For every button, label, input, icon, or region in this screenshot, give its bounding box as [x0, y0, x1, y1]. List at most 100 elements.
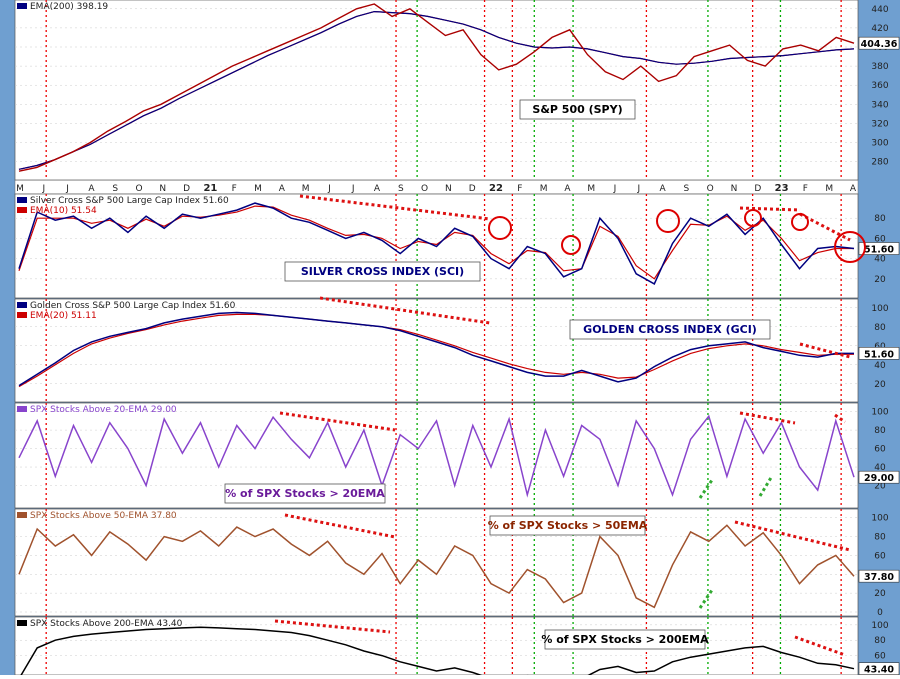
y-tick-label: 20 — [874, 380, 886, 390]
y-tick-label: 280 — [871, 158, 888, 168]
month-tick-label: 22 — [489, 183, 503, 194]
month-tick-label: M — [825, 184, 833, 194]
last-value-box — [858, 347, 900, 360]
y-tick-label: 0 — [877, 608, 883, 618]
month-tick-label: F — [803, 184, 808, 194]
month-tick-label: A — [660, 184, 667, 194]
legend-entry: EMA(10) 51.54 — [30, 206, 97, 216]
y-tick-label: 380 — [871, 62, 888, 72]
month-tick-label: D — [469, 184, 476, 194]
divergence-trendline — [284, 513, 396, 539]
green-trendline — [758, 475, 774, 497]
month-tick-label: N — [159, 184, 166, 194]
annotation-box — [519, 99, 636, 120]
y-tick-label: 440 — [871, 5, 888, 15]
divergence-trendline — [834, 413, 846, 424]
month-tick-label: F — [232, 184, 237, 194]
panel-gci-background — [14, 298, 859, 403]
divergence-trendline — [794, 635, 846, 657]
crossover-circle — [791, 213, 809, 231]
series-ema200-main — [18, 626, 855, 679]
legend-entry: EMA(20) 51.11 — [30, 311, 97, 321]
month-tick-label: O — [707, 184, 714, 194]
annotation-text: GOLDEN CROSS INDEX (GCI) — [583, 323, 757, 336]
last-value-box — [858, 470, 900, 484]
month-tick-label: J — [613, 184, 617, 194]
month-tick-label: D — [754, 184, 761, 194]
panel-ema20-background — [14, 402, 859, 509]
annotation-text: SILVER CROSS INDEX (SCI) — [301, 265, 464, 278]
y-tick-label: 20 — [874, 275, 886, 285]
month-tick-label: N — [445, 184, 452, 194]
crossover-circle — [834, 231, 866, 263]
panel-ema200-background — [14, 616, 859, 676]
month-tick-label: 23 — [775, 183, 789, 194]
month-tick-label: M — [254, 184, 262, 194]
y-tick-label: 100 — [871, 408, 888, 418]
y-tick-label: 60 — [874, 551, 886, 561]
panel-price-background — [14, 0, 859, 181]
y-tick-label: 20 — [874, 589, 886, 599]
y-tick-label: 320 — [871, 119, 888, 129]
series-gci-main — [18, 311, 854, 387]
y-tick-label: 60 — [874, 234, 886, 244]
divergence-trendline — [799, 342, 851, 359]
month-tick-label: M — [302, 184, 310, 194]
month-tick-label: M — [587, 184, 595, 194]
legend-swatch — [17, 312, 27, 318]
y-tick-label: 80 — [874, 214, 886, 224]
y-tick-label: 360 — [871, 81, 888, 91]
divergence-trendline — [734, 520, 851, 552]
green-trendline — [698, 479, 714, 499]
series-ema50-main — [18, 524, 855, 609]
month-tick-label: D — [183, 184, 190, 194]
divergence-trendline — [739, 206, 801, 212]
crossover-circle — [744, 209, 762, 227]
annotation-text: % of SPX Stocks > 200EMA — [541, 633, 709, 646]
legend-swatch — [17, 620, 27, 626]
month-tick-label: 21 — [203, 183, 217, 194]
last-value-box — [858, 569, 900, 583]
legend-swatch — [17, 512, 27, 518]
month-tick-label: N — [731, 184, 738, 194]
divergence-trendline — [279, 411, 396, 432]
month-tick-label: S — [684, 184, 690, 194]
last-value-label: 43.40 — [864, 665, 894, 675]
y-tick-label: 60 — [874, 445, 886, 455]
y-tick-label: 80 — [874, 533, 886, 543]
legend-swatch — [17, 302, 27, 308]
y-tick-label: 40 — [874, 361, 886, 371]
month-tick-label: O — [135, 184, 142, 194]
last-value-label: 37.80 — [864, 572, 894, 583]
month-tick-label: A — [850, 184, 857, 194]
legend-entry: SPX Stocks Above 50-EMA 37.80 — [30, 511, 177, 521]
month-tick-label: J — [65, 184, 69, 194]
legend-swatch — [17, 406, 27, 412]
crossover-circle — [561, 235, 581, 255]
y-tick-label: 80 — [874, 636, 886, 646]
annotation-box — [224, 483, 386, 504]
y-tick-label: 100 — [871, 304, 888, 314]
y-tick-label: 60 — [874, 342, 886, 352]
legend-entry: SPX Stocks Above 200-EMA 43.40 — [30, 619, 183, 629]
annotation-box — [569, 319, 771, 340]
month-tick-label: J — [41, 184, 45, 194]
series-gci-ema — [18, 313, 854, 388]
series-ema20-main — [18, 414, 855, 498]
crossover-circle — [656, 209, 680, 233]
annotation-box — [489, 515, 646, 536]
y-tick-label: 80 — [874, 323, 886, 333]
y-tick-label: 340 — [871, 100, 888, 110]
y-tick-label: 20 — [874, 482, 886, 492]
y-tick-label: 300 — [871, 139, 888, 149]
month-tick-label: A — [88, 184, 95, 194]
annotation-text: % of SPX Stocks > 50EMA — [488, 519, 648, 532]
legend-entry: Silver Cross S&P 500 Large Cap Index 51.… — [30, 196, 229, 206]
month-tick-label: J — [636, 184, 640, 194]
legend-entry: Golden Cross S&P 500 Large Cap Index 51.… — [30, 301, 236, 311]
month-tick-label: S — [112, 184, 118, 194]
month-tick-label: A — [564, 184, 571, 194]
last-value-label: 51.60 — [864, 245, 894, 256]
divergence-trendline — [319, 296, 491, 325]
